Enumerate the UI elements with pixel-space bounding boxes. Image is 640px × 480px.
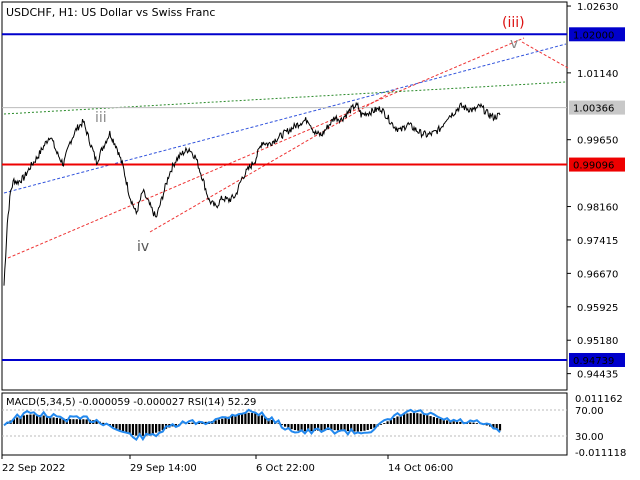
level-label-bg (569, 27, 625, 42)
y-tick-label: 0.95925 (577, 303, 618, 314)
channel-red-inner-dashed (149, 87, 399, 233)
y-tick-label: 0.95180 (577, 336, 618, 347)
y-tick-label: 0.94435 (577, 370, 618, 381)
current-price-bg (569, 100, 625, 115)
main-plot-border (1, 1, 568, 391)
current-price-label: 1.00366 (573, 104, 614, 115)
wave-label-iv: iv (137, 239, 149, 255)
y-tick-label: 0.98160 (577, 203, 618, 214)
indicator-tick-label: -0.011118 (575, 448, 626, 459)
trend-lines (3, 37, 569, 259)
level-labels: 1.02000 0.99096 0.94739 1.00366 (569, 27, 625, 367)
wave-labels: iii iv v (iii) (95, 15, 525, 255)
channel-upper-red-dashed (7, 37, 525, 259)
y-tick-label: 1.01140 (577, 69, 618, 80)
indicator-panel-border (1, 392, 568, 456)
y-tick-label: 0.97415 (577, 236, 618, 247)
x-tick-label: 29 Sep 14:00 (130, 463, 197, 474)
indicator-panel: MACD(5,34,5) -0.000059 -0.000027 RSI(14)… (2, 394, 626, 459)
x-tick-label: 6 Oct 22:00 (256, 463, 315, 474)
x-tick-label: 22 Sep 2022 (2, 463, 65, 474)
rsi-line (3, 408, 501, 442)
indicator-tick-label: 30.00 (575, 432, 604, 443)
projection-red-dashed (521, 41, 569, 69)
level-label: 0.94739 (573, 356, 614, 367)
y-axis: 1.02630 1.01140 0.99650 0.98160 0.97415 0.966… (567, 2, 618, 381)
level-label-bg (569, 157, 625, 172)
price-line (3, 101, 501, 286)
channel-green-dashed (3, 81, 567, 115)
price-series (3, 101, 501, 286)
wave-label-v: v (510, 36, 518, 52)
channel-blue-dashed (3, 43, 567, 194)
y-tick-label: 1.02630 (577, 2, 618, 13)
indicator-tick-label: 0.011162 (575, 394, 623, 405)
indicator-label: MACD(5,34,5) -0.000059 -0.000027 RSI(14)… (6, 397, 256, 408)
y-tick-label: 0.99650 (577, 136, 618, 147)
x-tick-label: 14 Oct 06:00 (388, 463, 453, 474)
wave-label-iii-major: (iii) (502, 15, 525, 31)
x-axis: 22 Sep 2022 29 Sep 14:00 6 Oct 22:00 14 Oct… (1, 455, 453, 474)
chart-title: USDCHF, H1: US Dollar vs Swiss Franc (6, 6, 215, 19)
wave-label-iii: iii (95, 110, 107, 126)
level-label: 1.02000 (573, 30, 614, 41)
indicator-tick-label: 70.00 (575, 406, 604, 417)
level-label: 0.99096 (573, 161, 614, 172)
y-tick-label: 0.96670 (577, 269, 618, 280)
level-label-bg (569, 352, 625, 367)
